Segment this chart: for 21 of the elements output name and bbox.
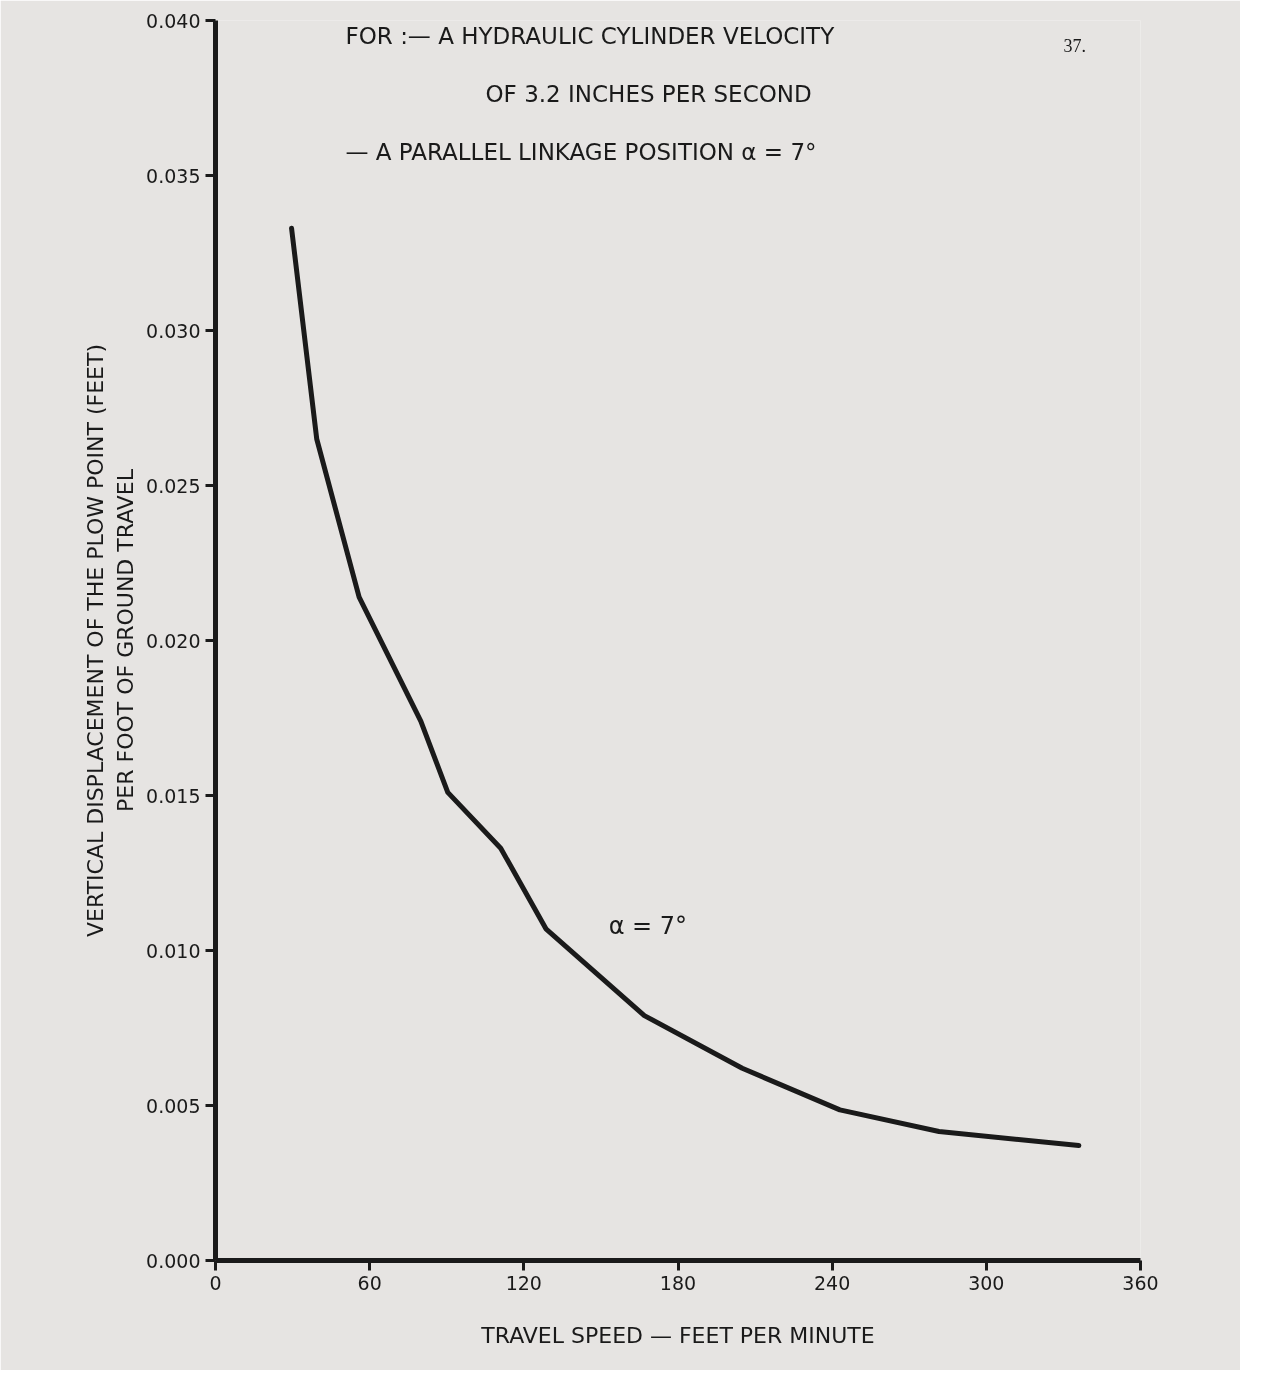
- x-tick-label: 180: [659, 1271, 697, 1294]
- x-tick-label: 60: [357, 1271, 382, 1294]
- y-tick-label: 0.025: [146, 474, 201, 497]
- annotation: α = 7°: [608, 911, 688, 940]
- y-tick-label: 0.000: [146, 1249, 201, 1272]
- chart-title: FOR :— A HYDRAULIC CYLINDER VELOCITY OF 3.2 INCHES PER SECOND — A PARALLEL LINKAGE POSITION α = 7°: [345, 22, 835, 165]
- annotation: 37.: [1063, 35, 1086, 56]
- x-tick-label: 360: [1122, 1271, 1159, 1294]
- y-tick-label: 0.035: [146, 164, 201, 187]
- x-tick-label: 120: [505, 1271, 542, 1294]
- x-tick-label: 300: [968, 1271, 1005, 1294]
- y-tick-label: 0.030: [146, 319, 201, 342]
- x-tick-label: 240: [814, 1271, 851, 1294]
- y-tick-label: 0.015: [146, 784, 201, 807]
- y-tick-label: 0.040: [146, 9, 201, 32]
- y-tick-label: 0.005: [146, 1094, 201, 1117]
- y-axis-title: VERTICAL DISPLACEMENT OF THE PLOW POINT (FEET) PER FOOT OF GROUND TRAVEL: [83, 343, 139, 937]
- y-tick-label: 0.020: [146, 629, 201, 652]
- x-tick-label: 0: [209, 1271, 222, 1294]
- y-tick-label: 0.010: [146, 939, 201, 962]
- x-axis-title: TRAVEL SPEED — FEET PER MINUTE: [480, 1322, 875, 1348]
